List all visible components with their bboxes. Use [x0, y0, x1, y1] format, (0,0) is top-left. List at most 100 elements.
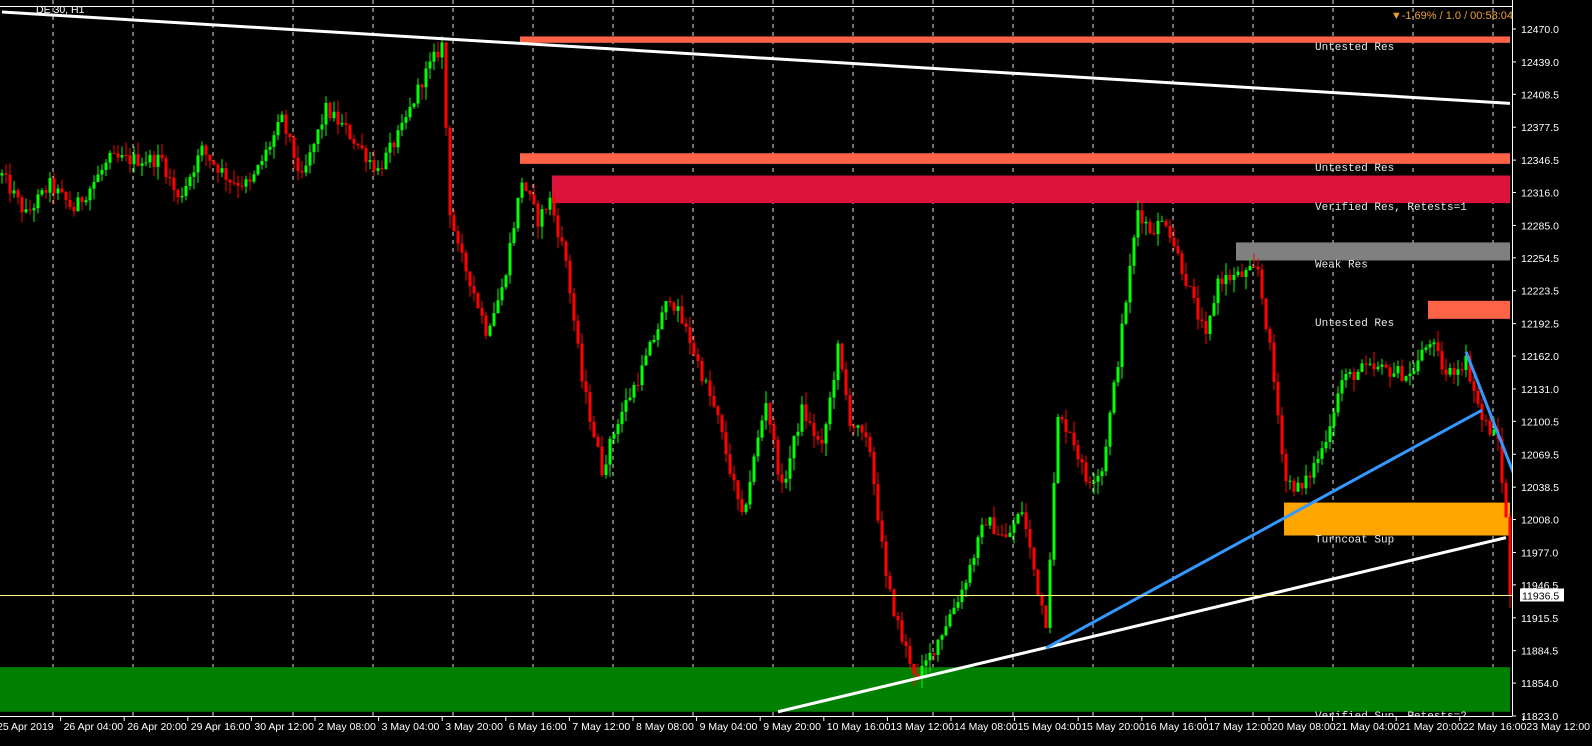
candle-body: [1168, 225, 1172, 238]
candle: [992, 506, 996, 535]
candle-body: [1180, 253, 1184, 275]
candle-body: [1232, 274, 1236, 281]
candle-body: [1016, 514, 1020, 524]
candle: [32, 203, 36, 223]
candle-body: [696, 354, 700, 361]
candle-body: [96, 174, 100, 183]
candle-body: [156, 154, 160, 167]
candle-body: [1228, 275, 1232, 281]
candle-body: [952, 607, 956, 615]
candle: [1308, 471, 1312, 489]
candle-body: [520, 182, 524, 198]
candle: [156, 144, 160, 180]
candle: [1172, 228, 1176, 250]
candle: [1444, 358, 1448, 382]
candle-body: [524, 182, 528, 191]
candle: [680, 295, 684, 325]
candle: [1400, 359, 1404, 382]
y-tick-label: 12038.5: [1521, 482, 1559, 494]
candle: [1392, 362, 1396, 378]
candle: [40, 188, 44, 197]
candle-body: [1428, 344, 1432, 348]
candle-body: [1084, 462, 1088, 482]
candle-body: [584, 381, 588, 393]
candle-body: [40, 190, 44, 195]
candle-body: [884, 541, 888, 577]
candle-body: [1048, 559, 1052, 628]
y-tick-label: 11915.5: [1521, 613, 1558, 625]
candle: [1388, 364, 1392, 388]
candle: [764, 391, 768, 430]
candle: [788, 445, 792, 492]
x-tick-label: 6 May 16:00: [509, 721, 567, 733]
candle-body: [284, 114, 288, 134]
candle-body: [1392, 373, 1396, 377]
candle: [612, 431, 616, 445]
candle: [644, 348, 648, 366]
candle-body: [1332, 412, 1336, 427]
candle: [492, 302, 496, 328]
candle: [1268, 326, 1272, 351]
candle: [436, 41, 440, 62]
candle: [304, 154, 308, 177]
price-axis-bg: [1512, 0, 1592, 746]
candle: [1424, 344, 1428, 353]
candle-body: [1252, 265, 1256, 267]
y-tick-label: 12285.0: [1521, 220, 1559, 232]
candle-body: [1000, 534, 1004, 536]
candle-body: [1068, 431, 1072, 433]
candle-body: [876, 484, 880, 521]
candle-body: [1104, 446, 1108, 472]
candle: [468, 271, 472, 297]
candle: [84, 196, 88, 206]
candle-body: [432, 51, 436, 62]
candle: [1032, 547, 1036, 577]
candle: [300, 160, 304, 179]
y-tick-label: 12223.5: [1521, 286, 1559, 298]
candle: [340, 113, 344, 127]
candle-body: [100, 169, 104, 175]
candle: [496, 288, 500, 314]
candle-body: [52, 178, 56, 194]
candle: [416, 78, 420, 108]
candle: [984, 518, 988, 526]
candle: [528, 189, 532, 201]
candle: [288, 133, 292, 143]
x-tick-label: 14 May 08:00: [954, 721, 1018, 733]
candle: [812, 413, 816, 449]
candle: [912, 663, 916, 687]
candle: [4, 164, 8, 184]
candle: [540, 204, 544, 239]
trendline[interactable]: [777, 536, 1507, 714]
candle-body: [188, 176, 192, 186]
candle-body: [172, 177, 176, 191]
candle: [472, 275, 476, 302]
candle-body: [760, 420, 764, 438]
trendline[interactable]: [1045, 408, 1483, 650]
candle-body: [108, 152, 112, 163]
candle-body: [1312, 463, 1316, 478]
candle-body: [12, 190, 16, 194]
candle-body: [536, 203, 540, 227]
candle: [224, 162, 228, 192]
candle-body: [1148, 221, 1152, 233]
trendline[interactable]: [1464, 351, 1522, 491]
y-tick-label: 12162.0: [1521, 351, 1559, 363]
candle: [292, 134, 296, 170]
candle-body: [788, 458, 792, 479]
candle-body: [1508, 516, 1512, 596]
candle-body: [1080, 459, 1084, 463]
candle: [1192, 278, 1196, 304]
candle-body: [24, 209, 28, 213]
candle: [516, 197, 520, 232]
candle-body: [932, 652, 936, 655]
candle: [132, 146, 136, 174]
candle: [420, 83, 424, 100]
candle: [548, 191, 552, 216]
trendline[interactable]: [1, 10, 1511, 105]
candle: [1112, 379, 1116, 415]
candle: [660, 305, 664, 330]
candle: [1040, 592, 1044, 615]
candle-body: [1152, 232, 1156, 235]
